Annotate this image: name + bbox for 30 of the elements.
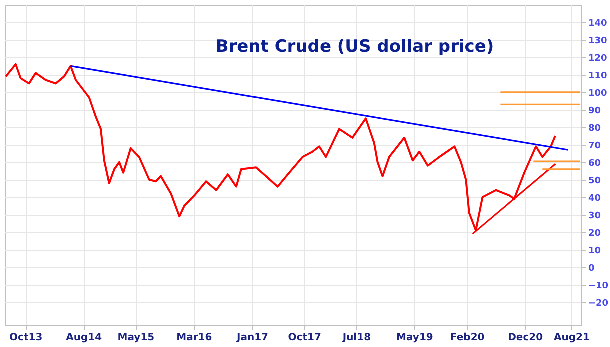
x-tick-label: Oct13 [10,332,43,344]
y-tick-label: 70 [588,141,602,152]
x-tick-label: May19 [396,332,434,344]
y-tick-label: 50 [588,176,602,186]
y-tick-label: 60 [588,158,602,169]
y-tick-label: 110 [588,71,608,82]
y-tick-label: 20 [588,228,602,239]
x-tick-label: Jul18 [342,332,372,344]
line-series [4,63,556,232]
y-tick-label: 140 [588,18,608,29]
x-tick-label: Jan17 [236,332,269,344]
y-tick-label: 90 [588,106,602,116]
y-tick-label: 120 [588,54,608,64]
y-tick-label: 10 [588,246,602,256]
x-tick-label: Dec20 [508,332,544,344]
y-tick-label: 100 [588,88,608,99]
text: Brent Crude (US dollar price) [216,37,494,57]
y-tick-label: 40 [588,194,602,204]
x-tick-label: Oct17 [288,332,322,344]
x-tick-label: Feb20 [450,332,485,344]
x-tick-label: Aug14 [66,332,102,344]
y-tick-label: −10 [588,281,609,292]
y-tick-label: 30 [588,211,602,222]
y-tick-label: 0 [588,264,595,274]
y-tick-label: −20 [588,298,609,309]
x-tick-label: May15 [118,332,155,344]
x-tick-label: Mar16 [176,332,212,344]
x-tick-label: Aug21 [554,332,590,344]
y-tick-label: 80 [588,124,602,134]
y-tick-label: 130 [588,36,608,46]
